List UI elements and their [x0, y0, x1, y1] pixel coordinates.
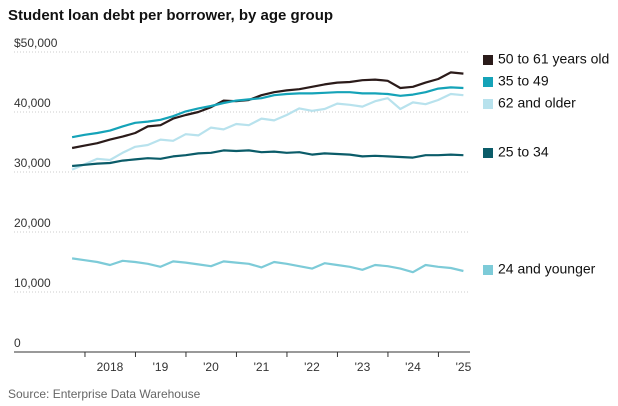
- legend-swatch: [483, 265, 493, 275]
- x-tick-label: '21: [254, 360, 270, 374]
- x-tick-label: '23: [355, 360, 371, 374]
- series-line: [71, 257, 464, 274]
- x-tick-label: '20: [203, 360, 219, 374]
- series-line: [71, 149, 464, 168]
- x-tick-label: '19: [153, 360, 169, 374]
- legend-label: 35 to 49: [498, 73, 549, 89]
- series-line: [71, 71, 464, 150]
- source-note: Source: Enterprise Data Warehouse: [8, 387, 201, 401]
- x-tick-label: 2018: [97, 360, 124, 374]
- legend-label: 24 and younger: [498, 261, 596, 277]
- legend-label: 50 to 61 years old: [498, 51, 609, 67]
- x-tick-label: '24: [405, 360, 421, 374]
- series-line: [71, 86, 464, 139]
- y-tick-label: 30,000: [14, 156, 51, 170]
- legend-swatch: [483, 55, 493, 65]
- y-tick-label: $50,000: [14, 36, 58, 50]
- y-tick-label: 10,000: [14, 276, 51, 290]
- legend-label: 25 to 34: [498, 144, 549, 160]
- y-tick-label: 40,000: [14, 96, 51, 110]
- y-tick-label: 20,000: [14, 216, 51, 230]
- series-line: [71, 92, 464, 171]
- legend-swatch: [483, 99, 493, 109]
- legend-label: 62 and older: [498, 95, 576, 111]
- x-tick-label: '25: [456, 360, 472, 374]
- x-tick-label: '22: [304, 360, 320, 374]
- y-tick-label: 0: [14, 336, 21, 350]
- chart-title: Student loan debt per borrower, by age g…: [8, 7, 333, 24]
- legend-swatch: [483, 148, 493, 158]
- legend-swatch: [483, 77, 493, 87]
